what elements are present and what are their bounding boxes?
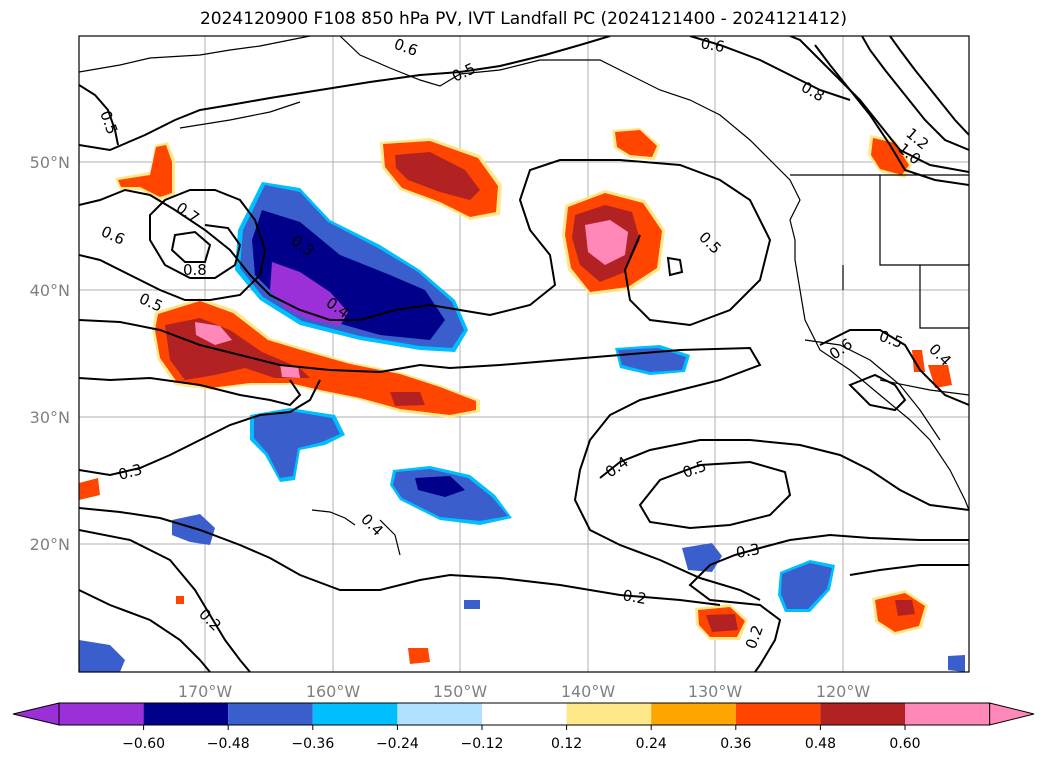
contour-label: 0.3 bbox=[735, 540, 762, 562]
contour-label: 0.8 bbox=[183, 261, 207, 279]
map-title: 2024120900 F108 850 hPa PV, IVT Landfall… bbox=[199, 9, 847, 29]
lat-label: 40°N bbox=[30, 281, 70, 300]
colorbar-tick-label: −0.60 bbox=[122, 736, 165, 752]
colorbar-tick-label: 0.12 bbox=[551, 736, 582, 752]
colorbar-bin bbox=[820, 703, 905, 725]
contour-label: 0.2 bbox=[621, 586, 648, 608]
colorbar-bin bbox=[566, 703, 652, 725]
colorbar-bin bbox=[143, 703, 229, 725]
colorbar-extend-min bbox=[12, 702, 60, 726]
colorbar-tick-label: 0.36 bbox=[720, 736, 751, 752]
map-panel: 0.5 0.6 0.7 0.8 0.5 0.3 0.4 0.6 0.5 0.6 … bbox=[78, 34, 970, 673]
colorbar-bin bbox=[735, 703, 821, 725]
contour-label: 0.6 bbox=[699, 34, 726, 56]
pv-positive-fills bbox=[79, 128, 952, 664]
lon-label: 120°W bbox=[816, 682, 871, 701]
coastlines bbox=[79, 36, 969, 556]
colorbar-bin bbox=[482, 703, 567, 725]
colorbar-bin bbox=[312, 703, 398, 725]
contour-label: 0.3 bbox=[116, 460, 144, 484]
lon-label: 130°W bbox=[688, 682, 743, 701]
lon-label: 170°W bbox=[178, 682, 233, 701]
lon-label: 160°W bbox=[306, 682, 361, 701]
pv-negative-fills bbox=[79, 182, 965, 672]
lat-axis-labels: 50°N 40°N 30°N 20°N bbox=[30, 153, 70, 554]
colorbar-bin bbox=[59, 703, 144, 725]
colorbar-tick-label: 0.48 bbox=[805, 736, 836, 752]
lon-label: 140°W bbox=[561, 682, 616, 701]
colorbar-tick-label: −0.24 bbox=[376, 736, 419, 752]
colorbar-tick-label: 0.24 bbox=[636, 736, 667, 752]
contour-label: 0.6 bbox=[392, 35, 421, 60]
lat-label: 30°N bbox=[30, 408, 70, 427]
colorbar-bin bbox=[228, 703, 313, 725]
colorbar-tick-label: 0.60 bbox=[889, 736, 920, 752]
colorbar-tick-label: −0.12 bbox=[461, 736, 504, 752]
lon-label: 150°W bbox=[433, 682, 488, 701]
colorbar-tick-label: −0.48 bbox=[207, 736, 250, 752]
colorbar-bin bbox=[905, 703, 990, 725]
lat-label: 50°N bbox=[30, 153, 70, 172]
lon-axis-labels: 170°W 160°W 150°W 140°W 130°W 120°W bbox=[178, 682, 871, 701]
colorbar-bin bbox=[651, 703, 736, 725]
colorbar-bin bbox=[397, 703, 482, 725]
contour-lines bbox=[79, 36, 969, 672]
colorbar: −0.60 −0.48 −0.36 −0.24 −0.12 0.12 0.24 … bbox=[12, 702, 1035, 752]
lat-label: 20°N bbox=[30, 535, 70, 554]
colorbar-tick-label: −0.36 bbox=[291, 736, 334, 752]
colorbar-extend-max bbox=[989, 702, 1035, 726]
